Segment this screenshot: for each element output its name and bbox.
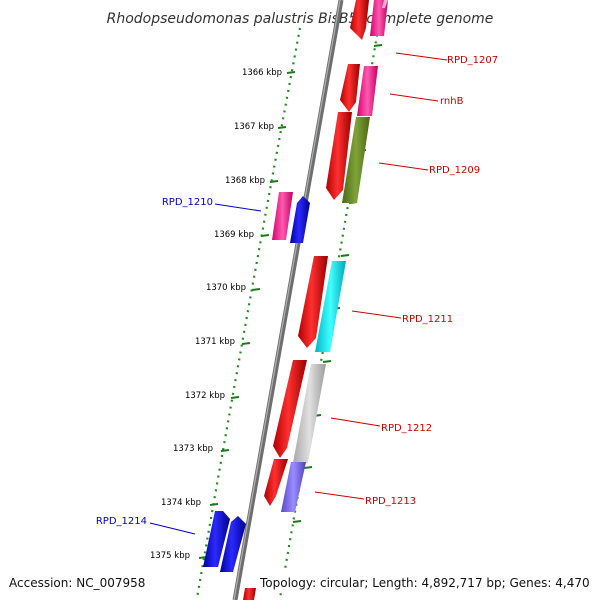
tick-label: 1375 kbp bbox=[150, 551, 190, 561]
gene-label: RPD_1210 bbox=[162, 197, 213, 208]
gene-RPD_1207[interactable]: RPD_1207 bbox=[350, 0, 498, 66]
ruler: 1366 kbp 1367 kbp 1368 kbp 1369 kbp 1370… bbox=[150, 68, 296, 561]
cog-box bbox=[293, 364, 326, 463]
ruler-tick: 1372 kbp bbox=[185, 391, 240, 401]
map-title: Rhodopseudomonas palustris BisB5, comple… bbox=[107, 11, 494, 27]
ruler-tick: 1373 kbp bbox=[173, 444, 230, 454]
cog-box bbox=[315, 261, 346, 352]
cds-arrow bbox=[298, 256, 328, 348]
cds-arrow bbox=[326, 112, 352, 200]
tick-label: 1374 kbp bbox=[161, 498, 201, 508]
ruler-tick: 1369 kbp bbox=[214, 230, 270, 240]
ruler-tick: 1367 kbp bbox=[234, 122, 287, 132]
inner-dotted-guide bbox=[195, 27, 302, 599]
tick-label: 1370 kbp bbox=[206, 283, 246, 293]
gene-RPD_1211[interactable]: RPD_1211 bbox=[298, 256, 453, 352]
tick-label: 1367 kbp bbox=[234, 122, 274, 132]
gene-label: RPD_1214 bbox=[96, 516, 147, 527]
gene-label: RPD_1209 bbox=[429, 165, 480, 176]
tick-label: 1368 kbp bbox=[225, 176, 265, 186]
ruler-tick: 1371 kbp bbox=[195, 337, 251, 347]
gene-label: RPD_1211 bbox=[402, 314, 453, 325]
cds-arrow bbox=[290, 196, 310, 243]
cds-arrow bbox=[340, 64, 360, 112]
tick-label: 1371 kbp bbox=[195, 337, 235, 347]
gene-RPD_1214[interactable]: RPD_1214 bbox=[96, 511, 246, 572]
gene-RPD_1212[interactable]: RPD_1212 bbox=[273, 360, 432, 463]
cds-arrow-partial bbox=[243, 588, 256, 600]
ruler-tick: 1375 kbp bbox=[150, 551, 208, 561]
gene-RPD_1213[interactable]: RPD_1213 bbox=[264, 459, 416, 512]
cds-arrow bbox=[203, 511, 230, 567]
cds-arrow bbox=[273, 360, 307, 458]
cog-box bbox=[272, 192, 293, 240]
cog-box bbox=[342, 117, 370, 203]
gene-label: rnhB bbox=[440, 96, 464, 107]
cog-box bbox=[357, 66, 378, 116]
topology-text: Topology: circular; Length: 4,892,717 bp… bbox=[259, 576, 590, 590]
cds-arrow bbox=[350, 0, 369, 40]
tick-label: 1369 kbp bbox=[214, 230, 254, 240]
gene-label: RPD_1212 bbox=[381, 423, 432, 434]
gene-label: RPD_1213 bbox=[365, 496, 416, 507]
tick-label: 1366 kbp bbox=[242, 68, 282, 78]
ruler-tick: 1366 kbp bbox=[242, 68, 296, 78]
cds-arrow bbox=[264, 459, 288, 506]
gene-rnhB[interactable]: rnhB bbox=[340, 64, 464, 116]
tick-label: 1372 kbp bbox=[185, 391, 225, 401]
gene-RPD_1209[interactable]: RPD_1209 bbox=[326, 112, 480, 203]
ruler-tick: 1374 kbp bbox=[161, 498, 219, 508]
accession-text: Accession: NC_007958 bbox=[9, 576, 145, 590]
cds-arrow bbox=[220, 516, 246, 572]
cog-box bbox=[281, 462, 306, 512]
gene-RPD_1210[interactable]: RPD_1210 bbox=[162, 192, 310, 243]
tick-label: 1373 kbp bbox=[173, 444, 213, 454]
gene-label: RPD_1207 bbox=[447, 55, 498, 66]
ruler-tick: 1370 kbp bbox=[206, 283, 261, 293]
cog-box bbox=[370, 0, 388, 36]
ruler-tick: 1368 kbp bbox=[225, 176, 279, 186]
